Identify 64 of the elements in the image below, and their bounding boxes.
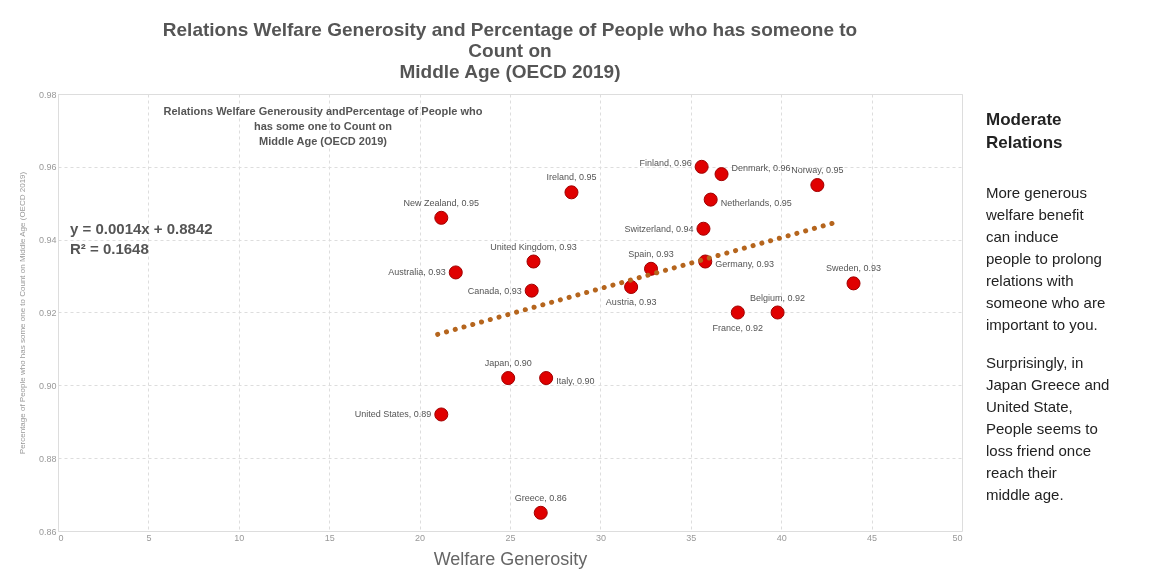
data-label: Spain, 0.93 xyxy=(628,248,674,259)
text: Surprisingly, in Japan Greece and United State, People seems to loss friend once reach their middle age. xyxy=(986,354,1110,503)
x-axis-title: Welfare Generosity xyxy=(433,548,588,569)
x-tick-label: 50 xyxy=(952,532,963,543)
data-label: Netherlands, 0.95 xyxy=(720,197,792,208)
y-tick-label: 0.90 xyxy=(38,380,57,391)
x-tick-label: 45 xyxy=(867,532,878,543)
x-tick-label: 25 xyxy=(505,532,516,543)
data-label: France, 0.92 xyxy=(712,322,764,333)
text: Moderate Relations xyxy=(986,110,1063,152)
point xyxy=(770,305,785,320)
annotation: y = 0.0014x + 0.8842 R² = 0.1648 xyxy=(70,220,213,258)
x-tick-label: 40 xyxy=(776,532,787,543)
point xyxy=(539,371,554,386)
point xyxy=(448,265,463,280)
y-tick-label: 0.96 xyxy=(38,162,57,173)
data-label: Greece, 0.86 xyxy=(514,492,567,503)
point xyxy=(526,254,541,269)
point xyxy=(434,210,449,225)
point xyxy=(846,276,861,291)
annotation: Relations Welfare Generousity andPercentage of People who has some one to Count on Middle Age (OECD 2019) xyxy=(163,105,483,147)
y-tick-label: 0.94 xyxy=(38,235,57,246)
x-tick-label: 30 xyxy=(595,532,606,543)
data-label: Canada, 0.93 xyxy=(467,285,522,296)
x-tick-label: 20 xyxy=(415,532,426,543)
data-label: Japan, 0.90 xyxy=(484,358,532,369)
data-label: Switzerland, 0.94 xyxy=(624,223,694,234)
data-label: Germany, 0.93 xyxy=(715,258,775,269)
y-axis-title: Percentage of People who has some one to Count on Middle Age (OECD 2019) xyxy=(17,171,27,455)
data-label: Australia, 0.93 xyxy=(388,267,446,278)
x-tick-label: 0 xyxy=(58,532,64,543)
data-label: Ireland, 0.95 xyxy=(546,172,597,183)
y-tick-label: 0.86 xyxy=(38,526,57,537)
point xyxy=(564,185,579,200)
point xyxy=(434,407,449,422)
data-label: Italy, 0.90 xyxy=(556,376,595,387)
y-tick-label: 0.88 xyxy=(38,453,57,464)
x-tick-label: 10 xyxy=(234,532,245,543)
point xyxy=(810,178,825,193)
text: More generous welfare benefit can induce people to prolong relations with someone who are important to you. xyxy=(985,184,1106,333)
x-tick-label: 5 xyxy=(146,532,152,543)
point xyxy=(533,505,548,520)
point xyxy=(696,221,711,236)
data-label: Austria, 0.93 xyxy=(605,297,657,308)
point xyxy=(524,283,539,298)
data-label: New Zealand, 0.95 xyxy=(403,197,480,208)
data-label: United States, 0.89 xyxy=(354,409,432,420)
data-label: United Kingdom, 0.93 xyxy=(490,241,577,252)
data-label: Sweden, 0.93 xyxy=(826,263,882,274)
point xyxy=(703,192,718,207)
chart-title: Relations Welfare Generosity and Percentage of People who has someone to Count on Middle Age (OECD 2019) xyxy=(162,19,858,82)
y-tick-label: 0.92 xyxy=(38,308,57,318)
point xyxy=(694,159,709,174)
y-tick-label: 0.98 xyxy=(38,89,57,100)
data-label: Finland, 0.96 xyxy=(639,157,692,168)
x-tick-label: 35 xyxy=(686,532,697,543)
point xyxy=(714,167,729,182)
data-label: Belgium, 0.92 xyxy=(750,292,806,303)
point xyxy=(501,371,516,386)
data-label: Denmark, 0.96 xyxy=(731,163,791,174)
x-tick-label: 15 xyxy=(324,532,335,543)
point xyxy=(730,305,745,320)
point xyxy=(624,280,639,295)
data-label: Norway, 0.95 xyxy=(791,165,844,176)
